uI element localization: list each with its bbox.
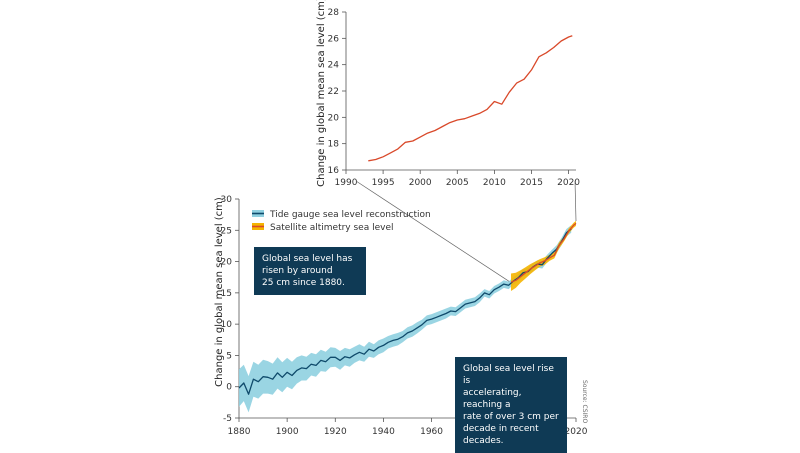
inset-y-tick-label: 22: [328, 87, 339, 97]
zoom-connector-right: [574, 180, 577, 222]
inset-y-tick-label: 24: [328, 61, 340, 71]
main-y-tick-label: 30: [221, 195, 233, 205]
inset-x-tick-label: 1995: [372, 178, 395, 188]
zoom-connector-left: [355, 180, 511, 283]
main-x-tick-label: 1940: [372, 427, 395, 437]
source-credit: Source: CSIRO: [581, 380, 588, 424]
annotation-right-line-1: Global sea level rise is: [463, 364, 554, 386]
main-x-tick-label: 1920: [324, 427, 347, 437]
legend-label-satellite: Satellite altimetry sea level: [270, 223, 394, 233]
main-series-band-1: [511, 220, 576, 291]
main-x-tick-label: 1880: [228, 427, 251, 437]
main-y-tick-label: 0: [226, 383, 232, 393]
main-series-line-1: [510, 222, 577, 283]
annotation-right-line-3: rate of over 3 cm per: [463, 412, 559, 422]
main-y-tick-label: 15: [221, 289, 232, 299]
inset-y-tick-label: 18: [328, 140, 340, 150]
inset-y-tick-label: 16: [328, 166, 340, 176]
main-y-tick-label: 5: [226, 351, 232, 361]
main-series-band-0: [239, 225, 572, 413]
main-x-tick-label: 1960: [420, 427, 443, 437]
inset-x-tick-label: 2000: [409, 178, 432, 188]
main-y-tick-label: 25: [221, 226, 232, 236]
inset-x-tick-label: 2015: [520, 178, 543, 188]
annotation-left-line-1: Global sea level has: [262, 254, 353, 264]
inset-y-axis-title: Change in global mean sea level (cm): [316, 0, 327, 187]
inset-chart: 16 18 20 22 24 26 28 1990 1995 2000 2005 2010 2015 2…: [316, 0, 580, 188]
inset-x-tick-label: 2020: [557, 178, 580, 188]
inset-series-line-0: [368, 35, 573, 162]
legend-label-tide: Tide gauge sea level reconstruction: [269, 210, 431, 220]
main-y-axis-title: Change in global mean sea level (cm): [214, 197, 225, 387]
annotation-right-line-4: decade in recent decades.: [463, 424, 539, 446]
inset-y-tick-label: 20: [328, 113, 340, 123]
annotation-left-line-3: 25 cm since 1880.: [262, 278, 345, 288]
inset-y-tick-label: 28: [328, 8, 340, 18]
annotation-box-right: Global sea level rise is accelerating, r…: [455, 357, 567, 453]
main-y-tick-label: 20: [221, 258, 233, 268]
main-y-tick-label: -5: [223, 414, 232, 424]
inset-x-tick-label: 2005: [446, 178, 469, 188]
inset-x-tick-label: 1990: [335, 178, 358, 188]
inset-y-tick-label: 26: [328, 34, 340, 44]
annotation-right-line-2: accelerating, reaching a: [463, 388, 522, 410]
inset-x-tick-label: 2010: [483, 178, 506, 188]
main-x-tick-label: 1900: [276, 427, 299, 437]
main-y-tick-label: 10: [221, 320, 233, 330]
main-x-tick-label: 2020: [565, 427, 588, 437]
legend: Tide gauge sea level reconstruction Sate…: [252, 210, 431, 233]
main-series-line-0: [238, 228, 572, 395]
annotation-left-line-2: risen by around: [262, 266, 333, 276]
annotation-box-left: Global sea level has risen by around 25 …: [254, 247, 366, 295]
